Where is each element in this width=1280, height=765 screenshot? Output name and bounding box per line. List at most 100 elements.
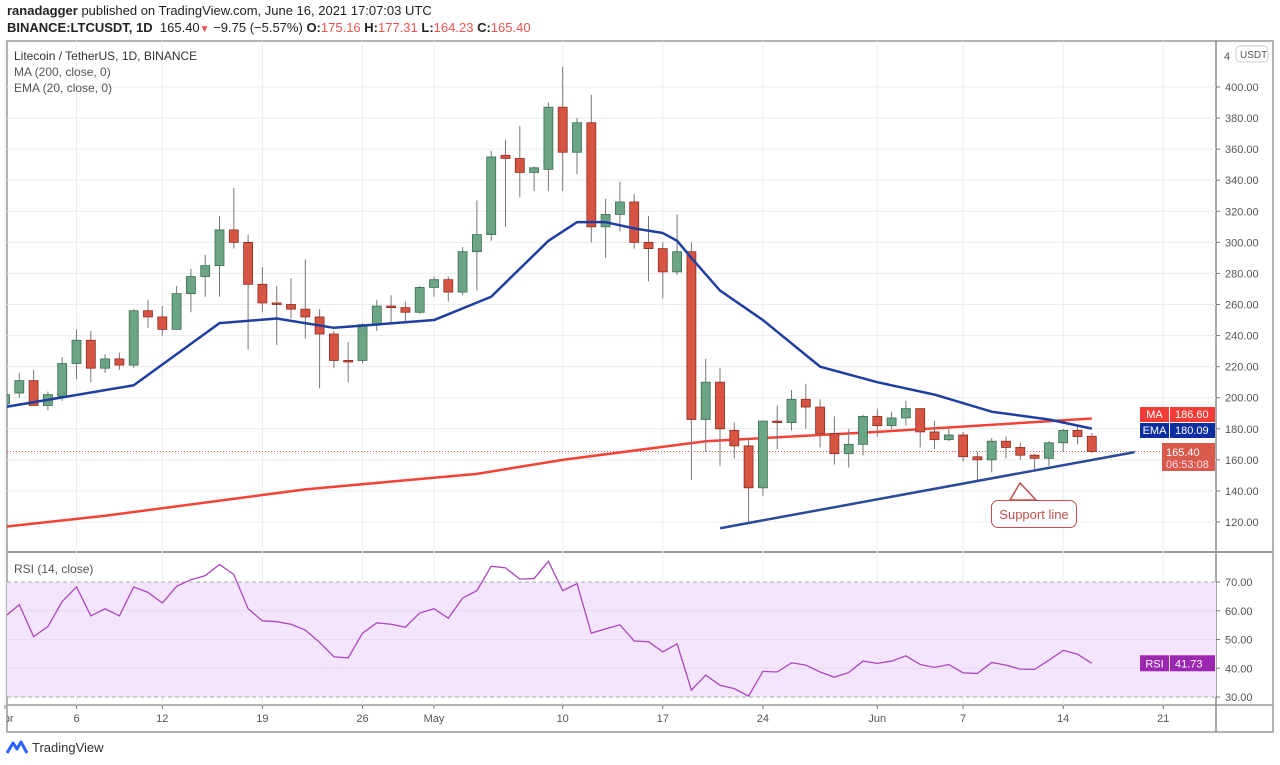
candle-up[interactable]: [615, 201, 625, 215]
candle-up[interactable]: [14, 380, 25, 394]
candle-up[interactable]: [843, 443, 854, 455]
candle-up[interactable]: [214, 229, 225, 267]
x-tick-label: 6: [73, 713, 79, 725]
candle-up[interactable]: [1044, 442, 1054, 459]
candle-up[interactable]: [529, 167, 539, 173]
candle-up[interactable]: [357, 324, 368, 361]
candle-up[interactable]: [858, 415, 868, 445]
candle-down[interactable]: [972, 456, 983, 461]
legend-ma[interactable]: MA (200, close, 0): [14, 65, 111, 79]
candle-down[interactable]: [114, 358, 125, 366]
candle-down[interactable]: [629, 201, 640, 243]
candle-down[interactable]: [1072, 429, 1083, 437]
rsi-tick-label: 50.00: [1225, 635, 1253, 647]
candle-up[interactable]: [200, 265, 211, 277]
candle-up[interactable]: [71, 339, 82, 364]
candle-up[interactable]: [901, 408, 911, 419]
tradingview-logo[interactable]: TradingView: [6, 739, 104, 755]
candle-up[interactable]: [672, 251, 682, 273]
rsi-badge-label: RSI: [1145, 658, 1163, 670]
rsi-badge-label-bg: [1140, 655, 1169, 672]
candle-down[interactable]: [829, 433, 840, 455]
currency-badge[interactable]: [1235, 45, 1269, 63]
candle-down[interactable]: [686, 251, 697, 420]
price-tick-label: 320.00: [1225, 206, 1259, 218]
symbol: BINANCE:LTCUSDT, 1D: [7, 20, 153, 35]
candle-down[interactable]: [443, 279, 454, 293]
candle-down[interactable]: [586, 122, 597, 228]
candle-up[interactable]: [943, 434, 954, 441]
candle-down[interactable]: [915, 408, 926, 433]
candle-up[interactable]: [786, 398, 797, 423]
candle-down[interactable]: [1086, 435, 1097, 452]
candle-down[interactable]: [343, 360, 354, 363]
rsi-line[interactable]: [5, 560, 1093, 698]
candle-down[interactable]: [657, 248, 668, 273]
candle-up[interactable]: [572, 122, 582, 153]
candle-up[interactable]: [171, 293, 182, 330]
candle-down[interactable]: [386, 305, 397, 309]
candle-up[interactable]: [429, 279, 439, 288]
candle-up[interactable]: [414, 287, 425, 313]
candle-down[interactable]: [729, 429, 740, 447]
x-tick-label: 17: [657, 713, 669, 725]
candle-up[interactable]: [986, 440, 997, 461]
candle-up[interactable]: [457, 251, 468, 293]
support-trendline[interactable]: [719, 450, 1135, 530]
candle-down[interactable]: [328, 333, 339, 361]
price-tick-label: 200.00: [1225, 393, 1259, 405]
candle-down[interactable]: [400, 307, 411, 313]
candle-up[interactable]: [700, 381, 711, 420]
candle-down[interactable]: [1001, 440, 1011, 448]
candle-up[interactable]: [1, 394, 10, 405]
candle-up[interactable]: [371, 305, 382, 326]
published-text: published on TradingView.com, June 16, 2…: [81, 3, 432, 18]
candle-up[interactable]: [600, 213, 611, 228]
candle-up[interactable]: [100, 358, 110, 369]
candle-down[interactable]: [514, 158, 525, 173]
legend-rsi[interactable]: RSI (14, close): [14, 562, 94, 576]
price-tick-label: 300.00: [1225, 237, 1259, 249]
candle-down[interactable]: [772, 420, 783, 423]
candle-up[interactable]: [128, 310, 139, 366]
candle-down[interactable]: [929, 431, 940, 441]
candle-down[interactable]: [157, 316, 168, 330]
candle-down[interactable]: [715, 381, 725, 430]
candle-down[interactable]: [143, 310, 153, 318]
candle-down[interactable]: [743, 445, 754, 489]
candle-up[interactable]: [57, 363, 68, 397]
candle-down[interactable]: [815, 406, 825, 434]
candle-down[interactable]: [557, 106, 568, 153]
support-line-annotation[interactable]: Support line: [991, 500, 1077, 528]
candle-down[interactable]: [500, 154, 511, 159]
ema20-line[interactable]: [0, 220, 1093, 430]
candle-down[interactable]: [85, 339, 96, 369]
price-tick-label: 400.00: [1225, 82, 1259, 94]
candle-up[interactable]: [543, 106, 554, 170]
candle-down[interactable]: [28, 380, 39, 406]
candle-down[interactable]: [872, 415, 883, 427]
candle-down[interactable]: [286, 304, 296, 310]
candle-up[interactable]: [185, 276, 196, 295]
candle-down[interactable]: [271, 302, 282, 305]
candle-up[interactable]: [1058, 429, 1069, 444]
price-tick-label: 160.00: [1225, 455, 1259, 467]
legend-ema[interactable]: EMA (20, close, 0): [14, 81, 113, 95]
x-tick-label: 26: [356, 713, 368, 725]
candle-down[interactable]: [1029, 454, 1040, 459]
candle-up[interactable]: [758, 420, 768, 489]
ma200-line[interactable]: [0, 417, 1092, 530]
candle-down[interactable]: [257, 283, 268, 304]
candle-up[interactable]: [886, 417, 897, 427]
candle-down[interactable]: [228, 229, 239, 243]
candle-down[interactable]: [958, 434, 968, 458]
candle-up[interactable]: [486, 156, 497, 235]
candle-down[interactable]: [1015, 447, 1026, 456]
candle-down[interactable]: [300, 308, 311, 318]
author-name[interactable]: ranadagger: [7, 3, 78, 18]
candle-down[interactable]: [800, 398, 811, 408]
candle-down[interactable]: [243, 241, 254, 285]
candle-up[interactable]: [471, 234, 482, 253]
candle-down[interactable]: [643, 241, 654, 249]
